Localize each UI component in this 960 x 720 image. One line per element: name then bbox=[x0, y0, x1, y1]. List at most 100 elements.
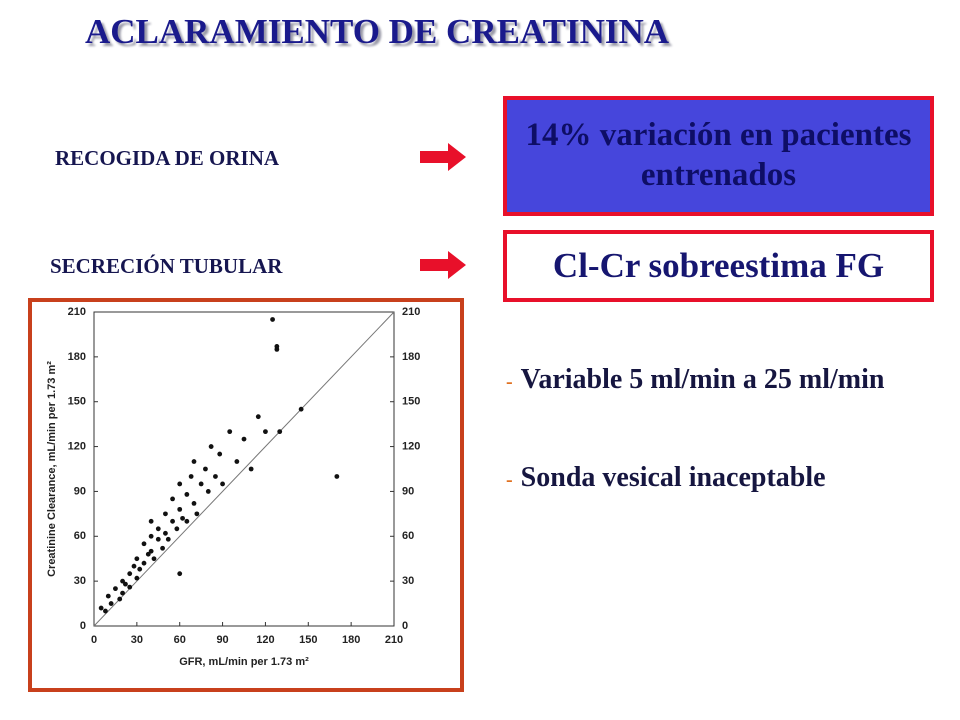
data-point bbox=[134, 556, 140, 562]
data-point bbox=[213, 474, 218, 479]
data-point bbox=[105, 593, 111, 599]
data-point bbox=[177, 571, 183, 577]
data-point bbox=[334, 474, 340, 479]
data-point bbox=[145, 551, 151, 557]
data-point bbox=[141, 541, 147, 547]
y-tick-label: 120 bbox=[68, 440, 86, 452]
x-tick-label: 90 bbox=[216, 634, 228, 646]
x-tick-label: 0 bbox=[91, 634, 97, 646]
data-point bbox=[227, 429, 233, 435]
data-point bbox=[148, 548, 154, 554]
data-point bbox=[123, 581, 128, 587]
x-tick-label: 210 bbox=[385, 634, 403, 646]
data-point bbox=[98, 605, 104, 611]
y2-tick-label: 180 bbox=[402, 351, 420, 363]
y2-tick-label: 120 bbox=[402, 440, 420, 452]
data-point bbox=[137, 566, 143, 572]
data-point bbox=[270, 317, 275, 322]
y-tick-label: 30 bbox=[74, 575, 86, 587]
highlight-box: 14% variación en pacientes entrenados bbox=[503, 96, 934, 216]
data-point bbox=[120, 578, 125, 584]
x-tick-label: 180 bbox=[342, 634, 360, 646]
y-axis-label: Creatinine Clearance, mL/min per 1.73 m² bbox=[46, 361, 58, 577]
y2-tick-label: 210 bbox=[402, 306, 420, 318]
data-point bbox=[205, 489, 211, 494]
data-point bbox=[127, 571, 133, 577]
arrow bbox=[420, 251, 466, 279]
data-point bbox=[155, 536, 161, 542]
data-point bbox=[148, 518, 154, 524]
row-label: SECRECIÓN TUBULAR bbox=[50, 254, 283, 278]
data-point bbox=[191, 459, 197, 464]
data-point bbox=[274, 346, 280, 352]
row-label: RECOGIDA DE ORINA bbox=[55, 146, 280, 170]
data-point bbox=[127, 584, 133, 590]
data-point bbox=[155, 526, 161, 532]
x-tick-label: 120 bbox=[256, 634, 274, 646]
data-point bbox=[174, 526, 180, 532]
data-point bbox=[151, 556, 157, 562]
data-point bbox=[198, 481, 204, 487]
data-point bbox=[241, 436, 247, 442]
data-point bbox=[163, 511, 168, 517]
x-axis-label: GFR, mL/min per 1.73 m² bbox=[179, 656, 309, 668]
data-point bbox=[234, 459, 240, 464]
data-point bbox=[103, 608, 108, 614]
identity-line bbox=[93, 311, 395, 627]
data-point bbox=[203, 466, 208, 472]
data-point bbox=[134, 575, 140, 581]
data-point bbox=[113, 586, 118, 592]
highlight-box: Cl-Cr sobreestima FG bbox=[503, 230, 934, 302]
data-point bbox=[263, 429, 268, 435]
data-point bbox=[117, 596, 123, 602]
bullet: - Variable 5 ml/min a 25 ml/min bbox=[506, 364, 885, 395]
data-point bbox=[208, 444, 214, 449]
data-point bbox=[160, 545, 165, 551]
y-tick-label: 210 bbox=[68, 306, 86, 318]
data-point bbox=[298, 406, 304, 412]
y2-tick-label: 60 bbox=[402, 530, 414, 542]
data-point bbox=[148, 533, 154, 539]
y2-tick-label: 30 bbox=[402, 575, 414, 587]
y-tick-label: 0 bbox=[80, 620, 86, 632]
slide-title: ACLARAMIENTO DE CREATININA bbox=[85, 12, 670, 51]
data-point bbox=[277, 429, 283, 435]
data-point bbox=[184, 518, 190, 524]
plot-area bbox=[93, 311, 395, 627]
data-point bbox=[131, 563, 137, 569]
data-point bbox=[120, 590, 125, 596]
y-tick-label: 180 bbox=[68, 351, 86, 363]
data-point bbox=[180, 515, 185, 521]
data-point bbox=[141, 560, 147, 566]
bullet-text: Sonda vesical inaceptable bbox=[520, 462, 826, 493]
y-tick-label: 90 bbox=[74, 485, 86, 497]
data-point bbox=[177, 506, 183, 512]
data-point bbox=[170, 518, 175, 524]
data-point bbox=[191, 500, 197, 506]
data-point bbox=[163, 530, 168, 536]
x-tick-label: 30 bbox=[131, 634, 143, 646]
data-point bbox=[220, 481, 225, 487]
data-point bbox=[194, 511, 200, 517]
bullet: - Sonda vesical inaceptable bbox=[506, 462, 826, 493]
data-point bbox=[177, 481, 183, 487]
data-point bbox=[165, 536, 171, 542]
data-point bbox=[217, 451, 223, 457]
x-tick-label: 60 bbox=[174, 634, 186, 646]
y2-tick-label: 90 bbox=[402, 485, 414, 497]
arrow bbox=[420, 143, 466, 171]
x-tick-label: 150 bbox=[299, 634, 317, 646]
data-point bbox=[255, 414, 261, 420]
data-point bbox=[108, 601, 114, 606]
y2-tick-label: 0 bbox=[402, 620, 408, 632]
data-point bbox=[184, 492, 190, 497]
y-tick-label: 60 bbox=[74, 530, 86, 542]
data-point bbox=[188, 474, 194, 479]
y-tick-label: 150 bbox=[68, 396, 86, 408]
data-point bbox=[248, 466, 254, 472]
y2-tick-label: 150 bbox=[402, 396, 420, 408]
bullet-text: Variable 5 ml/min a 25 ml/min bbox=[520, 364, 885, 395]
